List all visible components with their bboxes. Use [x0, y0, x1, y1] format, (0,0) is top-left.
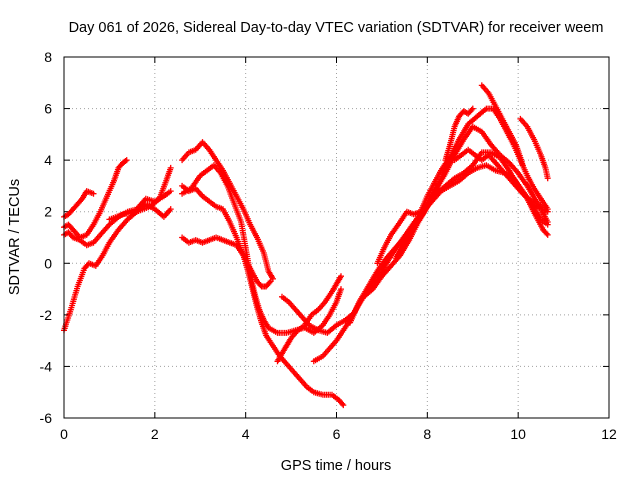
- data-point: [338, 286, 344, 293]
- y-tick-label: -2: [40, 307, 53, 323]
- plot-frame: [63, 56, 610, 419]
- data-point: [519, 162, 526, 169]
- y-tick-label: 2: [44, 204, 52, 220]
- y-axis-label: SDTVAR / TECUs: [7, 179, 23, 295]
- y-tick-label: 0: [44, 255, 52, 271]
- data-point: [167, 164, 174, 171]
- data-point: [257, 282, 264, 289]
- data-point: [544, 219, 551, 225]
- y-tick-label: 4: [44, 152, 52, 168]
- series-sat-17: [442, 105, 476, 164]
- x-tick-label: 4: [242, 426, 250, 442]
- series-sat-9: [179, 234, 274, 290]
- data-point: [544, 206, 551, 213]
- series-sat-6: [179, 139, 276, 282]
- y-tick-label: -4: [40, 358, 53, 374]
- series-sat-15: [374, 146, 551, 267]
- x-axis-label: GPS time / hours: [281, 458, 391, 474]
- x-tick-label: 10: [510, 426, 526, 442]
- series-sat-5: [106, 164, 174, 223]
- data-point: [468, 106, 475, 113]
- data-point: [544, 231, 551, 238]
- series-sat-2: [61, 188, 97, 220]
- series-sat-11: [274, 273, 344, 365]
- grid: [64, 57, 609, 418]
- chart-title: Day 061 of 2026, Sidereal Day-to-day VTE…: [69, 20, 604, 36]
- x-tick-label: 12: [601, 426, 617, 442]
- data-point: [469, 105, 476, 112]
- data-point: [543, 230, 550, 237]
- data-point: [338, 273, 344, 280]
- data-point: [122, 158, 129, 164]
- data-point: [267, 278, 274, 285]
- data-point: [167, 188, 174, 195]
- data-point: [544, 175, 551, 182]
- data-point: [340, 402, 347, 409]
- x-tick-label: 6: [333, 426, 341, 442]
- data-points: [61, 82, 551, 409]
- data-point: [266, 279, 273, 286]
- x-tick-label: 2: [151, 426, 159, 442]
- y-tick-label: -6: [40, 410, 53, 426]
- series-sat-18: [478, 82, 526, 169]
- y-tick-label: 8: [44, 49, 52, 65]
- series-sat-8: [179, 182, 347, 409]
- data-point: [90, 190, 97, 197]
- x-tick-label: 8: [423, 426, 431, 442]
- data-point: [339, 400, 346, 407]
- data-point: [123, 157, 130, 164]
- data-point: [167, 206, 174, 213]
- series-sat-13: [347, 162, 551, 326]
- y-tick-label: 6: [44, 101, 52, 117]
- axis-ticks: 0 2 4 6 8 10 12 -6 -4 -2 0 2 4 6 8: [40, 49, 617, 442]
- series-sat-19: [517, 115, 551, 182]
- x-tick-label: 0: [60, 426, 68, 442]
